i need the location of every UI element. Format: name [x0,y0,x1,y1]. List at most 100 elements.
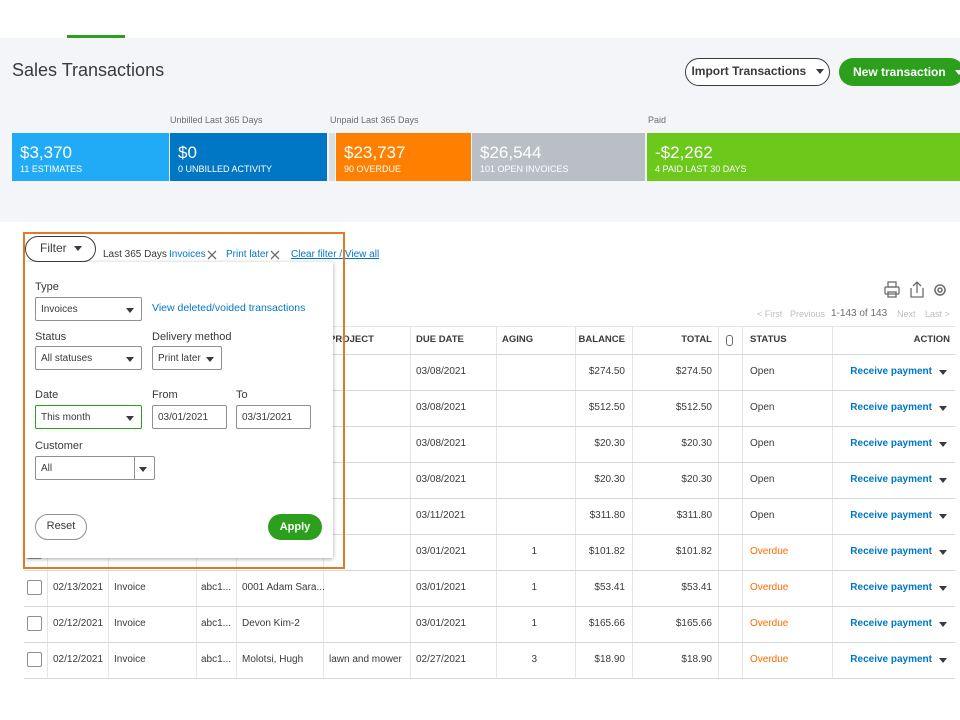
row-divider [24,462,955,463]
receive-payment-link[interactable]: Receive payment [850,366,932,377]
table-cell: $20.30 [681,474,712,485]
reset-button[interactable]: Reset [35,514,87,540]
filter-chip[interactable]: Invoices [169,249,206,260]
receive-payment-link[interactable]: Receive payment [850,510,932,521]
table-cell: 1 [531,618,537,629]
action-caret[interactable] [939,658,947,663]
reset-label: Reset [46,520,76,532]
export-icon[interactable] [910,281,924,298]
from-date-input[interactable]: 03/01/2021 [152,405,227,429]
column-divider [575,326,576,678]
table-cell: $101.82 [675,546,712,557]
table-cell: 03/08/2021 [416,366,467,377]
next-page: Next [897,309,916,319]
table-cell: Open [750,366,775,377]
table-cell: Devon Kim-2 [242,618,300,629]
row-checkbox[interactable] [27,652,42,667]
action-caret[interactable] [939,586,947,591]
type-select[interactable]: Invoices [35,297,142,321]
table-cell: $20.30 [594,438,625,449]
input-value: 03/31/2021 [242,412,293,423]
row-divider [24,426,955,427]
table-cell: Open [750,510,775,521]
row-checkbox[interactable] [27,580,42,595]
last-page: Last > [925,309,950,319]
column-header: STATUS [750,334,787,345]
table-cell: Invoice [114,582,146,593]
table-cell: Overdue [750,654,789,665]
column-divider [496,326,497,678]
table-cell: 02/12/2021 [53,618,104,629]
row-divider [24,534,955,535]
new-transaction-button[interactable]: New transaction [839,58,960,86]
field-label: Delivery method [152,331,232,343]
column-divider [718,326,719,678]
row-checkbox[interactable] [27,616,42,631]
page-range: 1-143 of 143 [831,308,888,319]
import-button[interactable]: Import Transactions [685,58,830,86]
action-caret[interactable] [939,622,947,627]
tile-amount: $23,737 [344,143,406,162]
money-tile[interactable]: $3,370 11 ESTIMATES [12,133,169,181]
tile-amount: $26,544 [480,143,542,162]
tile-amount: -$2,262 [655,143,713,162]
money-tile[interactable]: $26,544 101 OPEN INVOICES [472,133,645,181]
table-cell: Overdue [750,618,789,629]
settings-icon[interactable] [934,284,946,296]
customer-select[interactable]: All [35,456,155,480]
table-cell: 3 [531,654,537,665]
status-select[interactable]: All statuses [35,346,142,370]
action-caret[interactable] [939,442,947,447]
receive-payment-link[interactable]: Receive payment [850,546,932,557]
action-caret[interactable] [939,370,947,375]
action-caret[interactable] [939,478,947,483]
select-value: Invoices [41,304,78,315]
delivery-select[interactable]: Print later [152,346,222,370]
apply-button[interactable]: Apply [268,514,322,540]
receive-payment-link[interactable]: Receive payment [850,618,932,629]
row-divider [24,570,955,571]
table-cell: $512.50 [675,402,712,413]
remove-chip-icon[interactable] [270,250,280,260]
receive-payment-link[interactable]: Receive payment [850,402,932,413]
row-divider [24,678,955,679]
tile-caption: 4 PAID LAST 30 DAYS [655,164,747,174]
receive-payment-link[interactable]: Receive payment [850,582,932,593]
table-cell: $165.66 [675,618,712,629]
money-tile[interactable]: $0 0 UNBILLED ACTIVITY [170,133,327,181]
column-divider [632,326,633,678]
field-label: Type [35,281,59,293]
remove-chip-icon[interactable] [207,250,217,260]
receive-payment-link[interactable]: Receive payment [850,474,932,485]
table-cell: Overdue [750,582,789,593]
receive-payment-link[interactable]: Receive payment [850,654,932,665]
clear-filter-link[interactable]: Clear filter / View all [291,249,380,260]
table-cell: 02/27/2021 [416,654,467,665]
receive-payment-link[interactable]: Receive payment [850,438,932,449]
deleted-voided-link[interactable]: View deleted/voided transactions [152,302,306,314]
filter-button[interactable]: Filter [25,236,96,262]
print-icon[interactable] [884,281,900,298]
divider [134,457,135,479]
tile-amount: $3,370 [20,143,72,162]
active-tab-indicator [67,35,125,38]
tile-caption: 101 OPEN INVOICES [480,164,569,174]
table-cell: 03/01/2021 [416,618,467,629]
table-cell: $274.50 [675,366,712,377]
filter-chip: Last 365 Days [103,249,167,260]
action-caret[interactable] [939,514,947,519]
table-cell: $20.30 [594,474,625,485]
date-select[interactable]: This month [35,405,142,429]
row-divider [24,498,955,499]
filter-chip[interactable]: Print later [226,249,269,260]
action-caret[interactable] [939,550,947,555]
money-tile[interactable]: $23,737 90 OVERDUE [336,133,471,181]
table-cell: lawn and mower [329,654,402,665]
table-cell: 03/01/2021 [416,546,467,557]
money-tile[interactable]: -$2,262 4 PAID LAST 30 DAYS [647,133,960,181]
group-label: Unpaid Last 365 Days [330,115,419,125]
caret [139,467,147,472]
to-date-input[interactable]: 03/31/2021 [236,405,311,429]
table-cell: Overdue [750,546,789,557]
action-caret[interactable] [939,406,947,411]
